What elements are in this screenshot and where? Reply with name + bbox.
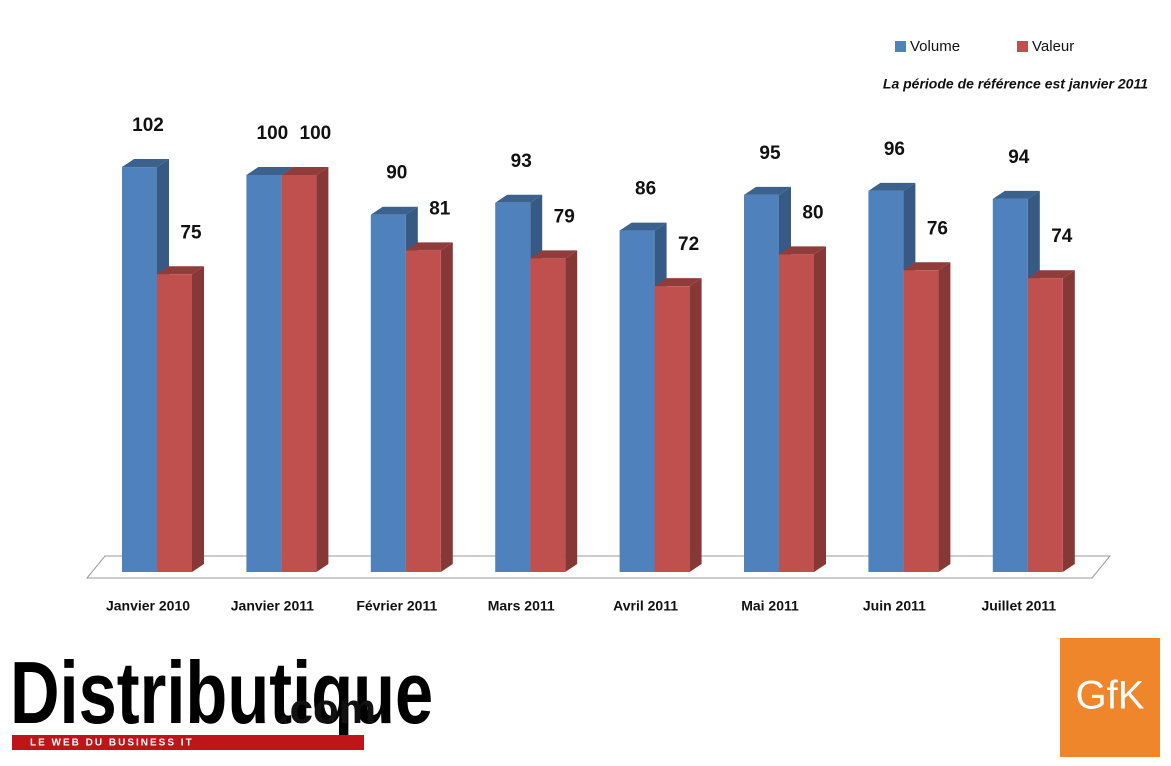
bar-top (405, 242, 453, 251)
value-label: 94 (1008, 147, 1030, 168)
logo-band (12, 735, 364, 750)
bar-top (868, 182, 916, 191)
x-tick-label: Mars 2011 (488, 598, 555, 614)
bar-top (157, 266, 204, 275)
value-label: 100 (300, 123, 332, 144)
bar-top (619, 222, 667, 231)
logo-box (1060, 638, 1160, 757)
value-label: 80 (802, 202, 823, 223)
value-label: 102 (132, 115, 164, 136)
logo-text: GfK (1076, 674, 1145, 718)
x-tick-label: Février 2011 (356, 598, 437, 614)
bar-top (1027, 270, 1075, 279)
bar-side (814, 246, 826, 572)
bar (495, 202, 531, 573)
bar (281, 175, 317, 572)
x-tick-label: Janvier 2010 (106, 598, 190, 614)
bar (654, 286, 690, 572)
bar (122, 167, 157, 572)
value-label: 79 (554, 206, 575, 227)
x-tick-label: Juin 2011 (863, 598, 926, 614)
bar (405, 250, 441, 572)
value-label: 74 (1051, 226, 1073, 247)
bar (157, 274, 192, 572)
bar-top (779, 246, 826, 255)
logo-distributique: Distributique .com LE WEB DU BUSINESS IT (10, 644, 433, 750)
value-label: 100 (257, 123, 289, 144)
value-label: 96 (884, 139, 905, 160)
floor (85, 555, 1112, 579)
bar-top (246, 167, 294, 175)
bar-side (316, 167, 329, 572)
value-label: 95 (759, 143, 781, 164)
legend-swatch (895, 41, 906, 52)
x-tick-label: Mai 2011 (741, 598, 799, 614)
legend-label: Volume (910, 38, 960, 55)
bar-top (122, 159, 169, 168)
logo-tagline: LE WEB DU BUSINESS IT (30, 738, 194, 749)
bar (530, 258, 566, 572)
legend-label: Valeur (1032, 38, 1074, 55)
logo-domain: .com (278, 685, 376, 732)
bar (370, 214, 406, 572)
logo-gfk: GfK (1060, 638, 1160, 757)
bar (992, 198, 1028, 572)
value-label: 75 (180, 222, 202, 243)
value-label: 81 (429, 198, 451, 219)
bar-top (744, 186, 791, 195)
value-label: 93 (511, 151, 532, 172)
bar-side (1062, 270, 1075, 572)
bar-top (495, 194, 543, 203)
x-tick-label: Avril 2011 (613, 598, 678, 614)
bar (246, 175, 282, 572)
bar-top (370, 206, 418, 215)
bar (779, 254, 814, 572)
value-label: 86 (635, 179, 656, 200)
bar-top (281, 167, 329, 175)
bar (903, 270, 939, 572)
bar (744, 194, 779, 572)
bar-top (530, 250, 578, 259)
bar-top (992, 190, 1040, 199)
value-label: 76 (927, 218, 948, 239)
bar-side (192, 266, 204, 572)
bar-side (938, 262, 951, 572)
bar-side (565, 250, 578, 572)
bar-side (440, 242, 453, 572)
bar (1027, 278, 1063, 572)
legend-swatch (1017, 41, 1028, 52)
x-tick-label: Juillet 2011 (981, 598, 1056, 614)
bar-top (654, 278, 702, 287)
note: La période de référence est janvier 2011 (883, 76, 1148, 92)
bar-side (689, 278, 702, 572)
bar (868, 190, 904, 572)
value-label: 72 (678, 234, 699, 255)
logo-name: Distributique (10, 644, 433, 742)
x-tick-label: Janvier 2011 (231, 598, 315, 614)
bar-top (903, 262, 951, 271)
bar (619, 230, 655, 572)
value-label: 90 (386, 163, 407, 184)
